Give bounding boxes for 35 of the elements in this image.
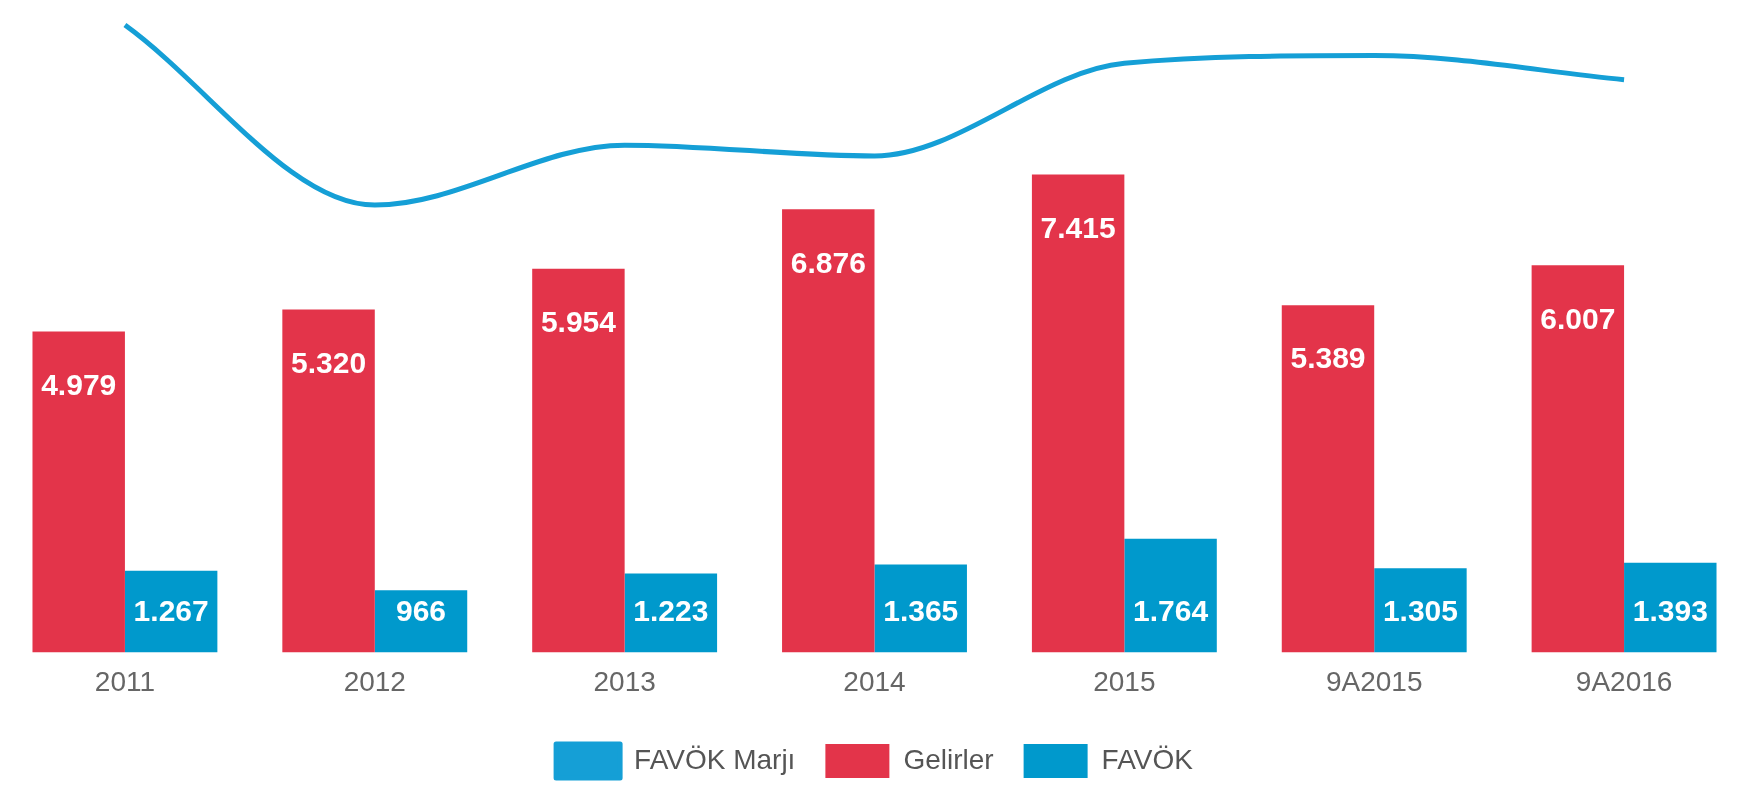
data-label: 6.876 [790, 245, 866, 279]
data-label: 1.223 [633, 593, 709, 627]
data-label: 5.320 [291, 345, 367, 379]
x-tick-label: 2015 [1093, 665, 1156, 697]
bar [1124, 538, 1217, 653]
x-tick-label: 2012 [343, 665, 406, 697]
bar [1031, 174, 1125, 653]
data-label: 5.389 [1290, 341, 1366, 375]
data-label: 966 [395, 593, 447, 627]
data-label: 5.954 [540, 304, 617, 338]
data-label: 7.415 [1040, 210, 1116, 244]
x-tick-label: 2011 [94, 665, 156, 697]
legend-label: FAVÖK [1101, 743, 1194, 775]
bar [1374, 568, 1467, 653]
x-tick-label: 9A2015 [1325, 665, 1423, 697]
data-label: 1.764 [1133, 593, 1209, 627]
data-label: 1.305 [1382, 593, 1458, 627]
bar [1281, 305, 1375, 653]
bar [32, 331, 125, 653]
data-label: 6.007 [1540, 301, 1616, 335]
data-label: 1.393 [1632, 593, 1708, 627]
legend-label: FAVÖK Marjı [634, 743, 796, 775]
data-label: 1.365 [883, 593, 959, 627]
bar [1624, 562, 1717, 653]
x-tick-label: 2013 [593, 665, 656, 697]
bar [282, 309, 375, 653]
legend-label: Gelirler [903, 743, 994, 775]
bar [1531, 265, 1625, 653]
bar [532, 268, 625, 653]
x-tick-label: 2014 [843, 665, 906, 697]
bar [782, 209, 875, 653]
data-label: 1.267 [133, 593, 209, 627]
data-label: 4.979 [41, 367, 117, 401]
x-tick-label: 9A2016 [1575, 665, 1673, 697]
bar [874, 564, 967, 653]
